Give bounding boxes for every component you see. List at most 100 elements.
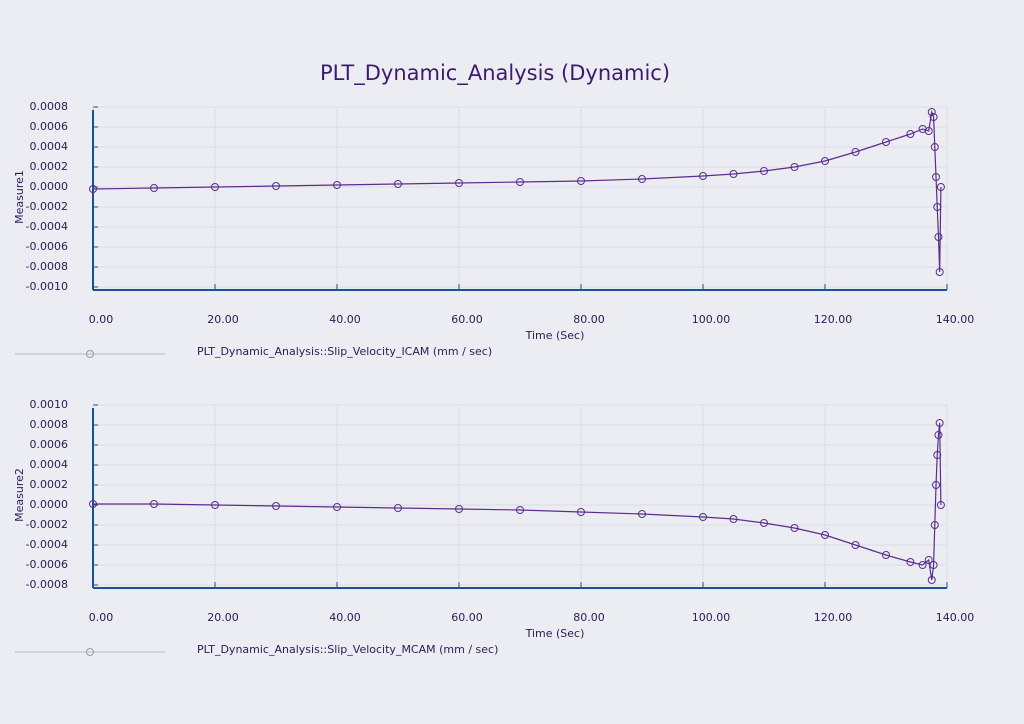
x-tick-label: 100.00 (692, 313, 731, 326)
y-axis-label: Measure2 (13, 468, 26, 522)
y-tick-label: -0.0004 (26, 538, 68, 551)
x-tick-label: 100.00 (692, 611, 731, 624)
x-tick-label: 140.00 (936, 313, 975, 326)
point-marker (936, 501, 945, 509)
point-marker (851, 148, 860, 156)
x-axis-label: Time (Sec) (525, 627, 585, 640)
point-marker (927, 108, 936, 116)
y-tick-label: 0.0002 (30, 160, 69, 173)
y-tick-label: 0.0004 (30, 140, 69, 153)
x-tick-label: 60.00 (451, 611, 483, 624)
point-marker (934, 431, 943, 439)
x-tick-label: 0.00 (89, 313, 114, 326)
x-axis-label: Time (Sec) (525, 329, 585, 342)
point-marker (577, 177, 585, 185)
point-marker (933, 451, 942, 459)
y-tick-label: -0.0002 (26, 200, 68, 213)
point-marker (882, 551, 890, 559)
x-tick-label: 20.00 (207, 611, 239, 624)
point-marker (924, 127, 933, 135)
point-marker (906, 558, 915, 566)
point-marker (729, 170, 738, 178)
point-marker (790, 524, 799, 532)
point-marker (935, 268, 944, 276)
x-tick-label: 40.00 (329, 611, 361, 624)
point-marker (821, 157, 829, 165)
y-tick-label: 0.0000 (30, 180, 69, 193)
legend-label: PLT_Dynamic_Analysis::Slip_Velocity_MCAM… (197, 643, 498, 656)
point-marker (930, 521, 939, 529)
point-marker (699, 172, 707, 180)
x-tick-label: 120.00 (814, 313, 853, 326)
point-marker (150, 184, 158, 192)
y-tick-label: -0.0008 (26, 578, 68, 591)
point-marker (516, 178, 524, 186)
y-tick-label: 0.0008 (30, 418, 69, 431)
point-marker (933, 203, 942, 211)
point-marker (577, 508, 585, 516)
y-tick-label: 0.0002 (30, 478, 69, 491)
point-marker (211, 183, 219, 191)
point-marker (455, 505, 463, 513)
point-marker (918, 561, 927, 569)
y-tick-label: 0.0004 (30, 458, 69, 471)
point-marker (760, 519, 768, 527)
point-marker (932, 481, 941, 489)
y-tick-label: -0.0006 (26, 558, 68, 571)
point-marker (394, 180, 402, 188)
y-tick-label: 0.0000 (30, 498, 69, 511)
legend-label: PLT_Dynamic_Analysis::Slip_Velocity_ICAM… (197, 345, 492, 358)
point-marker (729, 515, 738, 523)
point-marker (790, 163, 799, 171)
point-marker (934, 233, 943, 241)
point-marker (89, 500, 97, 508)
y-tick-label: 0.0010 (30, 398, 69, 411)
y-tick-label: 0.0008 (30, 100, 69, 113)
point-marker (516, 506, 524, 514)
x-tick-label: 80.00 (573, 313, 605, 326)
point-marker (272, 182, 280, 190)
point-marker (932, 173, 941, 181)
point-marker (930, 143, 939, 151)
y-tick-label: 0.0006 (30, 438, 69, 451)
y-tick-label: -0.0010 (26, 280, 68, 293)
point-marker (927, 576, 936, 584)
x-tick-label: 120.00 (814, 611, 853, 624)
series-line (92, 109, 942, 273)
point-marker (638, 510, 646, 518)
point-marker (394, 504, 402, 512)
y-tick-label: 0.0006 (30, 120, 69, 133)
x-tick-label: 60.00 (451, 313, 483, 326)
point-marker (150, 500, 158, 508)
point-marker (333, 181, 341, 189)
point-marker (699, 513, 707, 521)
chart-title: PLT_Dynamic_Analysis (Dynamic) (320, 61, 670, 86)
x-tick-label: 40.00 (329, 313, 361, 326)
series-line (93, 422, 942, 581)
point-marker (638, 175, 646, 183)
point-marker (935, 419, 944, 427)
y-tick-label: -0.0008 (26, 260, 68, 273)
x-tick-label: 140.00 (936, 611, 975, 624)
point-marker (760, 167, 768, 175)
legend-marker (86, 648, 94, 656)
point-marker (821, 531, 829, 539)
legend-marker (86, 350, 94, 358)
point-marker (924, 556, 933, 564)
point-marker (851, 541, 860, 549)
point-marker (929, 561, 938, 569)
point-marker (906, 130, 915, 138)
x-tick-label: 0.00 (89, 611, 114, 624)
point-marker (882, 138, 890, 146)
y-tick-label: -0.0002 (26, 518, 68, 531)
point-marker (89, 185, 97, 193)
x-tick-label: 20.00 (207, 313, 239, 326)
x-tick-label: 80.00 (573, 611, 605, 624)
point-marker (333, 503, 341, 511)
point-marker (455, 179, 463, 187)
point-marker (936, 183, 945, 191)
y-tick-label: -0.0004 (26, 220, 68, 233)
point-marker (272, 502, 280, 510)
point-marker (929, 113, 938, 121)
